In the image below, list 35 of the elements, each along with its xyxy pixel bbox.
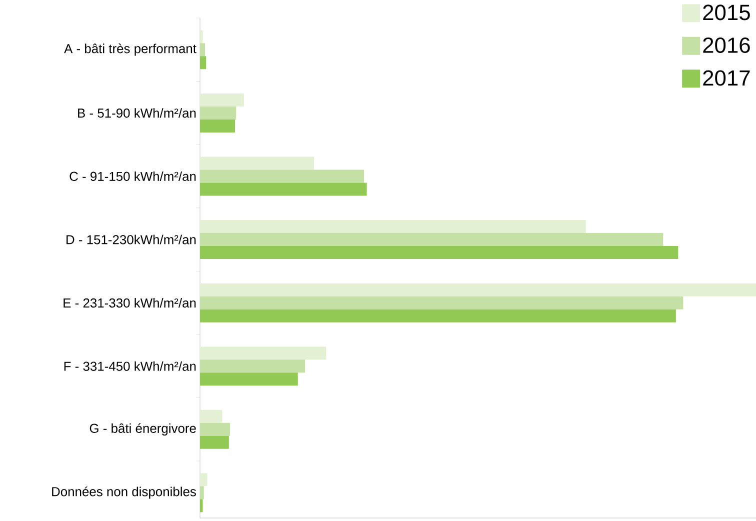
legend-label: 2015 — [703, 4, 750, 20]
y-tick-label: A - bâti très performant — [64, 44, 196, 56]
y-tick-label: E - 231-330 kWh/m²/an — [64, 298, 196, 308]
bar — [200, 410, 222, 423]
y-tick-label: C - 91-150 kWh/m²/an — [70, 171, 196, 181]
bar — [200, 43, 206, 56]
bar — [200, 309, 676, 322]
legend-label: 2017 — [703, 70, 750, 86]
bar — [200, 436, 229, 449]
bar — [200, 283, 756, 296]
bar — [200, 360, 306, 373]
bar — [200, 106, 236, 120]
bar — [200, 220, 586, 234]
bar — [200, 486, 204, 500]
bar — [200, 156, 314, 170]
bar — [200, 170, 364, 183]
y-tick-label: F - 331-450 kWh/m²/an — [64, 361, 196, 371]
y-tick-label: D - 151-230kWh/m²/an — [66, 234, 196, 244]
bar — [200, 473, 208, 486]
bar — [200, 296, 684, 310]
bar — [200, 422, 230, 436]
bar — [200, 56, 206, 70]
bar — [200, 372, 298, 386]
bar — [200, 233, 664, 246]
bar — [200, 346, 326, 360]
y-tick-label: B - 51-90 kWh/m²/an — [78, 108, 196, 118]
bar — [200, 499, 203, 512]
legend-label: 2016 — [703, 37, 750, 53]
bar — [200, 93, 244, 106]
y-tick-label: Données non disponibles — [52, 486, 196, 499]
bar — [200, 246, 678, 260]
y-tick-label: G - bâti énergivore — [90, 423, 196, 436]
bar — [200, 182, 367, 196]
bar — [200, 119, 236, 132]
bar — [200, 30, 203, 44]
